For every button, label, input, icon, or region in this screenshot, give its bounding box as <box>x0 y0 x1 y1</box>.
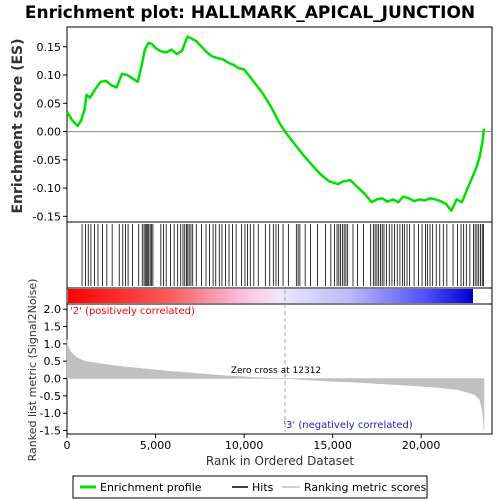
zero-cross-label: Zero cross at 12312 <box>231 366 321 376</box>
ranking-y-tick-label: -1.5 <box>40 425 61 438</box>
ranking-metric-series <box>66 339 485 430</box>
ranking-y-tick-label: 1.0 <box>44 338 62 351</box>
legend-enrichment-label: Enrichment profile <box>100 481 202 494</box>
ranking-y-tick-label: 0.5 <box>44 355 62 368</box>
ranking-metric-area <box>66 339 485 430</box>
es-y-label: Enrichment score (ES) <box>10 38 26 213</box>
rank-colorbar <box>68 289 473 303</box>
chart-title: Enrichment plot: HALLMARK_APICAL_JUNCTIO… <box>25 3 475 23</box>
ranking-y-label: Ranked list metric (Signal2Noise) <box>26 279 39 462</box>
x-tick-label: 5,000 <box>140 439 172 452</box>
es-y-tick-label: 0.10 <box>37 69 62 82</box>
x-tick-label: 15,000 <box>313 439 352 452</box>
legend-box <box>72 475 428 499</box>
x-axis-label: Rank in Ordered Dataset <box>206 454 354 468</box>
es-y-tick-label: -0.10 <box>33 182 61 195</box>
enrichment-profile-series <box>65 35 486 212</box>
x-axis: 0 5,000 10,000 15,000 20,000 <box>64 434 441 452</box>
hits-panel-frame <box>66 221 493 289</box>
x-tick-label: 0 <box>64 439 71 452</box>
legend-hits-label: Hits <box>252 481 274 494</box>
ranking-y-tick-label: -1.0 <box>40 407 61 420</box>
es-y-tick-label: -0.15 <box>33 210 61 223</box>
enrichment-profile-line <box>65 35 486 212</box>
ranking-y-tick-label: 2.0 <box>44 303 62 316</box>
es-y-tick-label: 0.00 <box>37 126 62 139</box>
x-tick-label: 10,000 <box>225 439 264 452</box>
ranking-y-tick-label: -0.5 <box>40 390 61 403</box>
hits-series <box>81 224 484 286</box>
es-y-tick-label: 0.15 <box>37 41 62 54</box>
es-y-tick-label: 0.05 <box>37 97 62 110</box>
positive-correlation-label: '2' (positively correlated) <box>70 306 195 317</box>
x-tick-label: 20,000 <box>402 439 441 452</box>
ranking-y-tick-label: 1.5 <box>44 321 62 334</box>
es-y-tick-label: -0.05 <box>33 154 61 167</box>
ranking-y-tick-label: 0.0 <box>44 373 62 386</box>
es-y-axis: -0.15 -0.10 -0.05 0.00 0.05 0.10 0.15 <box>33 41 67 223</box>
ranking-y-axis: -1.5 -1.0 -0.5 0.0 0.5 1.0 1.5 2.0 <box>40 303 67 438</box>
negative-correlation-label: '3' (negatively correlated) <box>283 420 412 431</box>
legend-ranking-label: Ranking metric scores <box>304 481 426 494</box>
